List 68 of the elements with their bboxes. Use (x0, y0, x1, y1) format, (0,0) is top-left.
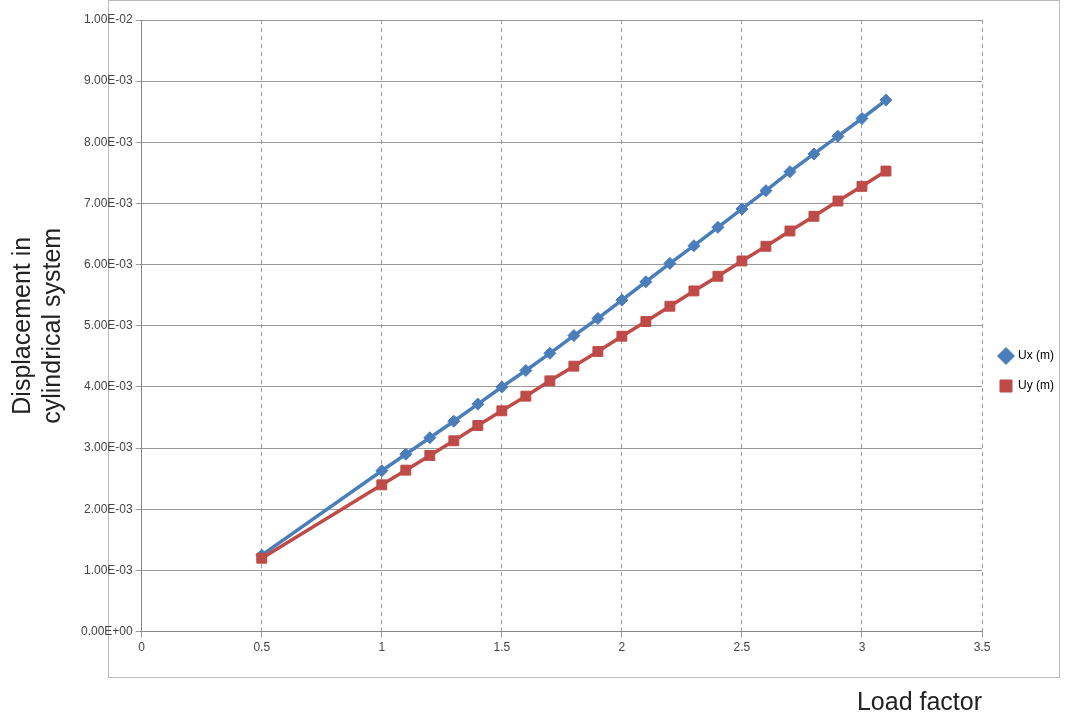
y-tick-label: 7.00E-03 (84, 195, 134, 210)
x-tick-label: 2.5 (733, 640, 751, 655)
x-tick-label: 3.5 (973, 640, 991, 655)
point (567, 329, 581, 343)
point (639, 275, 653, 289)
point (256, 552, 268, 564)
point (880, 165, 892, 177)
point (615, 293, 629, 307)
legend-label: Uy (m) (1018, 378, 1055, 393)
point (688, 285, 700, 297)
point (495, 380, 509, 394)
x-tick-label: 2 (618, 640, 626, 655)
point (496, 405, 508, 417)
point (664, 300, 676, 312)
point (687, 239, 701, 253)
x-axis-title: Load factor (856, 686, 983, 715)
point (760, 240, 772, 252)
point (808, 210, 820, 222)
y-tick-label: 3.00E-03 (84, 440, 134, 455)
point (375, 464, 389, 478)
y-tick-label: 8.00E-03 (84, 134, 134, 149)
point (568, 360, 580, 372)
point (543, 346, 557, 360)
y-tick-label: 1.00E-02 (84, 12, 134, 27)
point (616, 330, 628, 342)
point (399, 447, 413, 461)
point (472, 420, 484, 431)
point (592, 346, 604, 357)
point (663, 256, 677, 270)
point (400, 464, 412, 476)
point (832, 195, 844, 207)
x-tick-label: 1.5 (493, 640, 511, 655)
point (856, 180, 868, 192)
point (831, 129, 845, 143)
point (519, 363, 533, 377)
point (520, 390, 532, 402)
y-tick-label: 2.00E-03 (84, 501, 134, 516)
y-tick-label: 5.00E-03 (84, 318, 134, 333)
point (544, 375, 556, 387)
y-tick-label: 9.00E-03 (84, 73, 134, 88)
y-tick-label: 6.00E-03 (84, 256, 134, 271)
point (784, 225, 796, 237)
point (735, 202, 749, 216)
point (447, 414, 461, 428)
y-axis-title: Displacement in cylindrical system (6, 227, 65, 424)
x-tick-label: 0.5 (253, 640, 271, 655)
point (759, 184, 773, 198)
point (712, 270, 724, 282)
point (879, 93, 893, 107)
point (423, 431, 437, 445)
point (376, 479, 388, 491)
y-tick-label: 1.00E-03 (84, 562, 134, 577)
point (807, 147, 821, 161)
point (736, 255, 748, 267)
point (783, 165, 797, 179)
y-tick-label: 4.00E-03 (84, 379, 134, 394)
x-tick-label: 3 (858, 640, 866, 655)
point (424, 450, 436, 461)
point (711, 220, 725, 234)
point (591, 311, 605, 325)
y-tick-label: 0.00E+00 (81, 623, 134, 638)
point (855, 111, 869, 125)
x-tick-label: 1 (378, 640, 386, 655)
point (448, 435, 460, 447)
legend-label: Ux (m) (1018, 348, 1055, 363)
point (640, 316, 652, 327)
x-tick-label: 0 (138, 640, 146, 655)
point (471, 397, 485, 411)
